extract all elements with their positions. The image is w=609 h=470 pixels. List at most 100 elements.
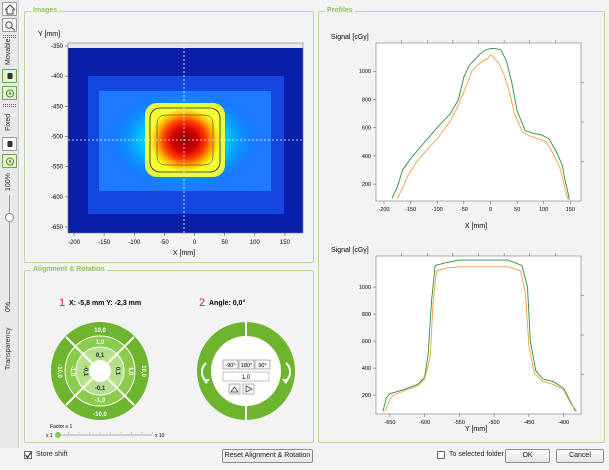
profile-x-tick-label: 150 <box>566 207 575 213</box>
dose-map-top-band <box>68 43 303 48</box>
profile-y-tick-label: 800 <box>362 97 371 103</box>
rotate-preset-button[interactable]: 90° <box>254 359 271 370</box>
fixed-pin-button[interactable] <box>2 137 17 151</box>
transparency-slider-thumb[interactable] <box>5 212 14 222</box>
dial-left-inner[interactable]: -0,1 <box>82 366 88 377</box>
store-shift-label: Store shift <box>36 451 68 458</box>
profile-y-ylabel: Signal [cGy] <box>331 247 369 254</box>
position-readout: X: -5,8 mm Y: -2,3 mm <box>69 300 141 307</box>
rotate-step-right-button[interactable] <box>242 383 255 395</box>
profile-x-ylabel: Signal [cGy] <box>331 34 369 41</box>
profile-x-tick-label: -200 <box>378 207 389 213</box>
profile-series-orange <box>396 53 569 200</box>
image-x-tick-label: 150 <box>280 240 291 246</box>
profile-plot-frame <box>375 42 582 202</box>
movable-pin-button[interactable] <box>2 69 17 83</box>
cancel-button[interactable]: Cancel <box>556 449 604 463</box>
factor-max-label: x 10 <box>155 433 165 439</box>
dial-right-outer[interactable]: 10,0 <box>140 365 146 377</box>
fixed-label: Fixed <box>5 113 12 131</box>
image-x-tick-label: -50 <box>160 240 169 246</box>
home-button[interactable] <box>2 2 17 16</box>
profiles-panel: Signal [cGy] X [mm] Signal [cGy] Y [mm] … <box>331 34 584 433</box>
store-shift-checkbox[interactable] <box>24 451 32 459</box>
profile-x-chart[interactable]: -200 -150 -100 -50 0 50 100 150 200 400 600 800 1000 <box>359 40 584 213</box>
dial-bottom-mid[interactable]: -1,0 <box>95 398 106 404</box>
profile-y-tick-label: 200 <box>362 182 371 188</box>
image-y-tick-label: -500 <box>51 134 64 140</box>
image-y-tick-label: -600 <box>51 195 64 201</box>
image-x-tick-label: -150 <box>98 240 111 246</box>
profile-y-tick-label: 1000 <box>359 285 371 291</box>
profile-x-tick-label: -600 <box>419 420 430 426</box>
rotate-preset-button[interactable]: -90° <box>222 359 239 370</box>
home-icon <box>4 4 16 15</box>
dial-bottom-outer[interactable]: -10,0 <box>93 412 107 418</box>
dial-right-mid[interactable]: 1,0 <box>127 367 133 376</box>
to-selected-folder-checkbox[interactable] <box>437 451 445 459</box>
ok-button[interactable]: OK <box>505 449 550 463</box>
dial-center <box>89 360 111 382</box>
zoom-icon <box>5 21 16 31</box>
angle-step-number: 2 <box>199 297 205 309</box>
to-selected-folder-label: To selected folder <box>449 451 504 458</box>
rotate-preset-label: -90° <box>225 363 235 369</box>
target-icon <box>6 89 14 98</box>
dial-top-outer[interactable]: 10,0 <box>94 328 106 334</box>
profile-x-tick-label: -50 <box>460 207 468 213</box>
rotate-preset-label: 180° <box>241 363 252 369</box>
rotate-ccw-button[interactable] <box>200 362 210 384</box>
dial-left-mid[interactable]: -1,0 <box>69 366 75 377</box>
image-y-tick-label: -650 <box>51 225 64 231</box>
fixed-target-button[interactable] <box>2 154 17 168</box>
dial-top-inner[interactable]: 0,1 <box>96 353 105 359</box>
profile-x-tick-label: -100 <box>432 207 443 213</box>
image-ylabel: Y [mm] <box>38 31 60 38</box>
reset-alignment-button[interactable]: Reset Alignment & Rotation <box>222 449 313 463</box>
dial-top-mid[interactable]: 1,0 <box>96 340 105 346</box>
rotate-preset-button[interactable]: 180° <box>238 359 255 370</box>
plot-frame <box>67 42 304 234</box>
checkmark-icon <box>25 452 32 459</box>
profile-y-tick-label: 400 <box>362 366 371 372</box>
factor-slider-thumb[interactable] <box>55 432 61 438</box>
profiles-group: Profiles <box>318 7 605 443</box>
pin-icon <box>7 141 13 147</box>
rotation-preset-buttons: -90° 180° 90° <box>222 359 271 370</box>
dial-bottom-inner[interactable]: -0,1 <box>95 386 106 392</box>
dial-left-outer[interactable]: -10,0 <box>56 364 62 378</box>
image-plot <box>67 42 304 234</box>
image-x-ticks: -200 -150 -100 -50 0 50 100 150 <box>68 233 291 246</box>
profile-x-tick-label: 100 <box>539 207 548 213</box>
factor-min-label: x 1 <box>46 433 53 439</box>
profile-series-green <box>382 259 576 412</box>
profile-x-tick-label: 50 <box>514 207 520 213</box>
image-map[interactable]: Y [mm] X [mm] -200 -150 -100 -50 0 50 100 150 -… <box>24 11 314 263</box>
transparency-label: Transparency <box>5 327 12 370</box>
profiles-title: Profiles <box>325 7 355 14</box>
rotation-center <box>211 336 281 406</box>
alignment-title: Alignment & Rotation <box>31 266 107 273</box>
image-x-tick-label: 50 <box>221 240 228 246</box>
profile-y-chart[interactable]: -650 -600 -550 -500 -450 -400 200 400 600 800 1000 <box>359 253 584 426</box>
rotation-step-input[interactable] <box>222 371 270 382</box>
image-xlabel: X [mm] <box>173 250 195 257</box>
transparency-bottom-label: 0% <box>5 301 12 312</box>
dial-right-inner[interactable]: 0,1 <box>114 367 120 376</box>
movable-label: Movable <box>5 38 12 65</box>
images-title: Images <box>31 7 60 14</box>
rotation-step-value: 1,0 <box>242 375 251 381</box>
image-x-tick-label: -200 <box>68 240 81 246</box>
angle-readout: Angle: 0,0° <box>209 299 245 307</box>
alignment-controls: 1 X: -5,8 mm Y: -2,3 mm 10,0 1,0 0,1 -0,… <box>46 297 295 439</box>
separator <box>3 35 16 38</box>
zoom-button[interactable] <box>2 18 17 32</box>
target-icon <box>6 157 14 166</box>
profile-x-tick-label: -450 <box>523 420 534 426</box>
profile-x-tick-label: -500 <box>489 420 500 426</box>
pin-icon <box>7 73 13 79</box>
profile-y-tick-label: 1000 <box>359 69 371 75</box>
rotate-step-left-button[interactable] <box>228 383 241 395</box>
transparency-slider-track[interactable] <box>9 195 10 305</box>
movable-target-button[interactable] <box>2 86 17 100</box>
